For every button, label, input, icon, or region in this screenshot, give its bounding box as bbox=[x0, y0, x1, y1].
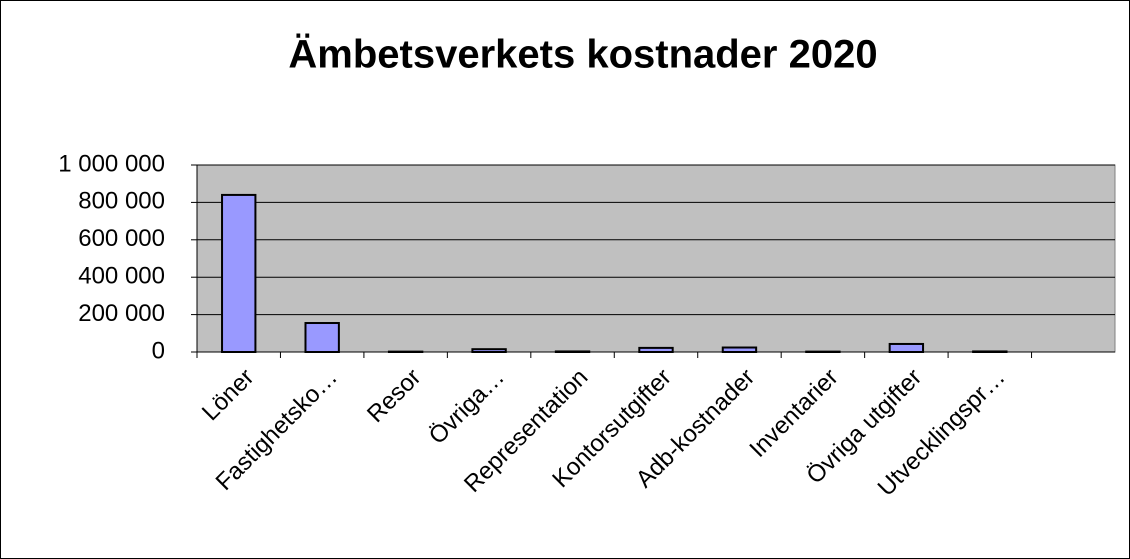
bar bbox=[888, 342, 925, 354]
y-tick-label: 200 000 bbox=[78, 300, 165, 327]
y-tick-label: 600 000 bbox=[78, 225, 165, 252]
y-tick-label: 800 000 bbox=[78, 188, 165, 215]
y-tick-label: 0 bbox=[152, 337, 165, 364]
y-tick-label: 1 000 000 bbox=[58, 150, 165, 177]
bar bbox=[972, 350, 1008, 353]
bar bbox=[721, 346, 758, 353]
bar bbox=[638, 346, 674, 353]
bar bbox=[471, 348, 507, 354]
plot-area bbox=[196, 164, 1116, 353]
y-tick-label: 400 000 bbox=[78, 263, 165, 290]
bar bbox=[554, 350, 591, 353]
chart-title: Ämbetsverkets kostnader 2020 bbox=[288, 33, 877, 77]
bar bbox=[221, 193, 257, 353]
bar bbox=[304, 322, 340, 354]
